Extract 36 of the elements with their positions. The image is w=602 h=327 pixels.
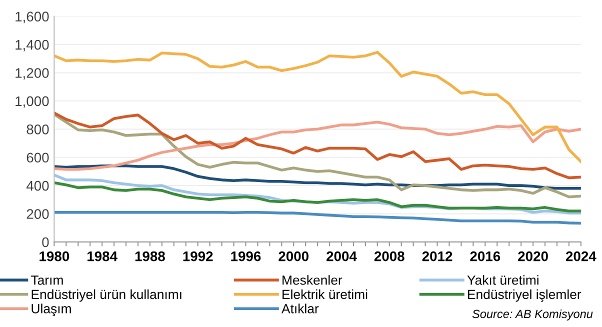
legend-label: Tarım	[31, 276, 63, 285]
y-tick-label: 0	[42, 237, 49, 248]
legend-label: Elektrik üretimi	[282, 289, 368, 300]
x-tick-label: 2020	[518, 251, 548, 262]
legend-label: Endüstriyel ürün kullanımı	[32, 289, 182, 302]
x-tick-label: 2024	[566, 251, 596, 262]
y-tick-label: 400	[26, 180, 49, 191]
x-tick-label: 2012	[422, 251, 452, 262]
x-tick-label: 2000	[278, 251, 308, 262]
line-series	[54, 181, 581, 212]
x-tick-label: 1984	[87, 251, 118, 262]
source-note: Source: AB Komisyonu	[472, 309, 593, 320]
y-tick-label: 1,600	[16, 12, 49, 24]
legend-label: Atıklar	[282, 304, 319, 314]
line-series	[54, 112, 581, 180]
y-tick-label: 600	[26, 152, 49, 163]
x-tick-label: 1980	[40, 251, 70, 262]
x-tick-label: 2008	[374, 251, 404, 262]
y-tick-label: 1,200	[16, 68, 49, 80]
legend-label: Yakıt üretimi	[467, 275, 538, 285]
line-series	[54, 112, 581, 198]
y-tick-label: 1,000	[16, 96, 49, 108]
y-tick-label: 1,400	[16, 40, 49, 52]
legend-label: Endüstriyel işlemler	[468, 289, 582, 302]
x-tick-label: 2004	[326, 251, 357, 262]
line-series	[54, 210, 581, 225]
x-tick-label: 1992	[183, 251, 213, 262]
line-series	[54, 50, 581, 163]
x-tick-label: 2016	[470, 251, 500, 262]
line-series	[54, 120, 581, 171]
y-tick-label: 800	[26, 124, 49, 134]
legend-label: Meskenler	[282, 275, 342, 285]
x-tick-label: 1996	[231, 251, 261, 262]
y-tick-label: 200	[26, 209, 49, 219]
x-tick-label: 1988	[135, 251, 165, 262]
legend-label: Ulaşım	[32, 304, 71, 316]
